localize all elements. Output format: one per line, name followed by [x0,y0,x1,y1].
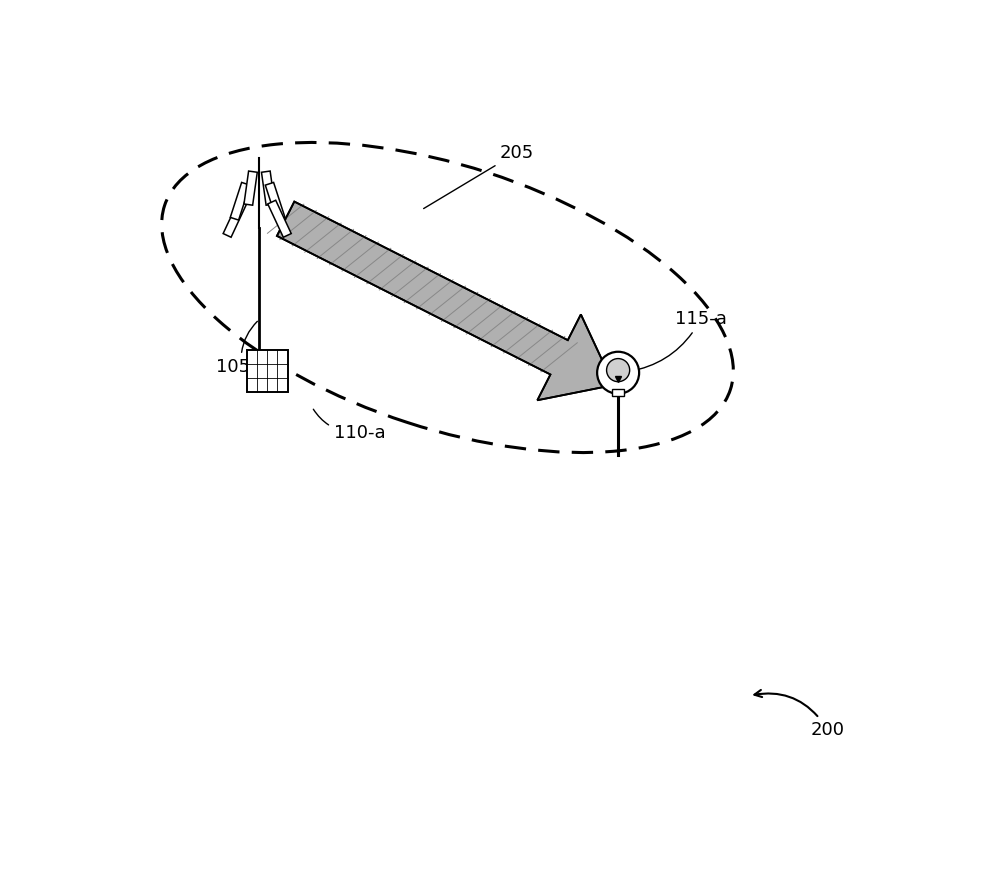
Polygon shape [268,200,291,237]
Polygon shape [223,200,247,237]
Circle shape [597,352,639,394]
Text: 115-a: 115-a [630,310,727,371]
Circle shape [607,359,630,382]
Text: 105-a: 105-a [216,321,267,376]
Polygon shape [265,182,285,220]
Polygon shape [244,171,257,206]
Text: 110-a: 110-a [313,410,385,442]
Polygon shape [230,182,250,220]
Text: 205: 205 [424,144,534,208]
Polygon shape [277,201,614,400]
Bar [247,350,288,392]
Bar [612,389,624,396]
Polygon shape [261,171,275,206]
Text: 200: 200 [754,690,845,739]
